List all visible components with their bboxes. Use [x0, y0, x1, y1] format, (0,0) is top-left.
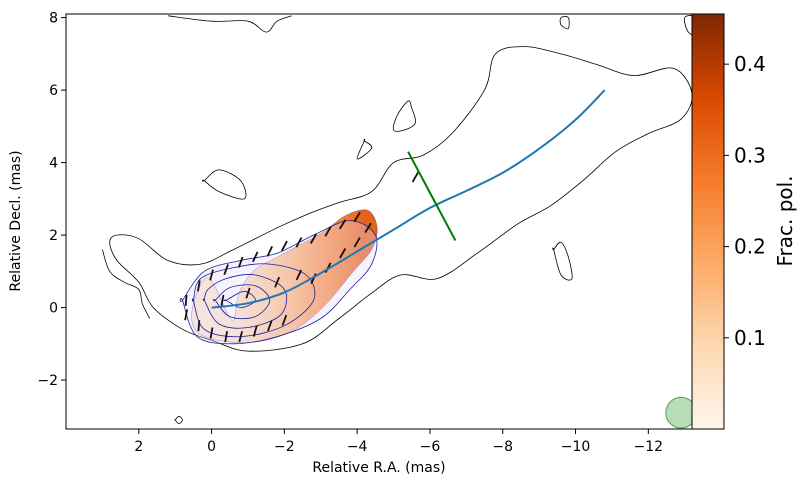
x-axis-label: Relative R.A. (mas) — [312, 460, 445, 476]
evpa-vector — [309, 233, 317, 244]
outer-contour — [109, 46, 692, 352]
fractional-polarization-map — [180, 209, 378, 344]
y-axis-label: Relative Decl. (mas) — [8, 150, 24, 291]
evpa-vector — [237, 256, 244, 268]
evpa-vector — [364, 222, 372, 233]
outer-contour — [174, 415, 183, 425]
inner-contour — [223, 290, 256, 309]
evpa-vector — [411, 171, 419, 183]
y-tick-label: −2 — [37, 373, 58, 389]
evpa-vector — [281, 240, 288, 252]
evpa-vector — [220, 294, 225, 306]
evpa-vector — [338, 219, 347, 230]
evpa-vector — [197, 320, 201, 332]
outer-contour — [684, 15, 692, 36]
colorbar-tick-label: 0.4 — [734, 52, 766, 76]
evpa-vector — [295, 269, 303, 281]
evpa-vector — [245, 287, 251, 299]
jet-ridge-line — [211, 89, 606, 309]
y-tick-label: 2 — [49, 228, 58, 244]
x-axis-ticks: 2 0 −2 −4 −6 −8 −10 −12 — [134, 429, 663, 455]
evpa-vector — [224, 331, 228, 343]
evpa-vector — [353, 237, 361, 248]
evpa-vector — [339, 248, 347, 259]
outer-contour — [559, 16, 570, 30]
evpa-vector — [209, 327, 214, 339]
evpa-vector — [223, 264, 229, 276]
evpa-vector — [184, 294, 188, 306]
evpa-vectors — [184, 171, 419, 343]
evpa-vector — [184, 309, 188, 321]
outer-contours — [102, 15, 692, 425]
evpa-vector — [324, 226, 332, 237]
outer-contour — [102, 249, 151, 319]
inner-contour — [179, 220, 378, 345]
y-tick-label: 4 — [49, 156, 58, 172]
evpa-vector — [238, 331, 243, 343]
colorbar-tick-label: 0.3 — [734, 143, 766, 167]
inner-contour — [213, 284, 271, 320]
plot-frame — [65, 13, 693, 430]
y-tick-label: 8 — [49, 11, 58, 27]
outer-contour — [202, 169, 247, 200]
evpa-vector — [274, 276, 281, 288]
outer-contour — [552, 241, 573, 281]
x-tick-label: 0 — [207, 439, 216, 455]
evpa-vector — [266, 246, 273, 257]
core-halo — [180, 220, 378, 344]
inner-contour — [191, 263, 316, 338]
inner-contours — [179, 220, 378, 345]
plot-area — [102, 15, 697, 429]
inner-contour — [202, 274, 288, 329]
x-tick-label: −4 — [347, 439, 368, 455]
y-axis-ticks: −2 0 2 4 6 8 — [37, 11, 66, 389]
colorbar-ticks: 0.1 0.2 0.3 0.4 — [724, 52, 766, 350]
evpa-vector — [252, 325, 258, 337]
x-tick-label: −12 — [634, 439, 664, 455]
outer-contour — [356, 138, 373, 160]
x-tick-label: −8 — [492, 439, 513, 455]
evpa-vector — [295, 237, 303, 248]
evpa-vector — [281, 314, 288, 326]
transverse-cut-line — [407, 151, 457, 241]
outer-contour — [392, 100, 417, 132]
x-tick-label: −6 — [420, 439, 441, 455]
x-tick-label: −10 — [561, 439, 591, 455]
fractional-polarization-region — [191, 209, 378, 343]
colorbar-gradient — [691, 13, 725, 430]
x-tick-label: 2 — [134, 439, 143, 455]
colorbar-tick-label: 0.1 — [734, 326, 766, 350]
evpa-vector — [267, 320, 273, 332]
x-tick-label: −2 — [274, 439, 295, 455]
colorbar-label: Frac. pol. — [773, 175, 797, 266]
y-tick-label: 6 — [49, 83, 58, 99]
evpa-vector — [197, 280, 201, 292]
colorbar: 0.1 0.2 0.3 0.4 Frac. pol. — [691, 13, 797, 430]
evpa-vector — [353, 211, 361, 223]
outer-contour — [167, 15, 292, 33]
evpa-vector — [252, 251, 259, 263]
evpa-vector — [209, 269, 214, 281]
colorbar-tick-label: 0.2 — [734, 235, 766, 259]
y-tick-label: 0 — [49, 301, 58, 317]
